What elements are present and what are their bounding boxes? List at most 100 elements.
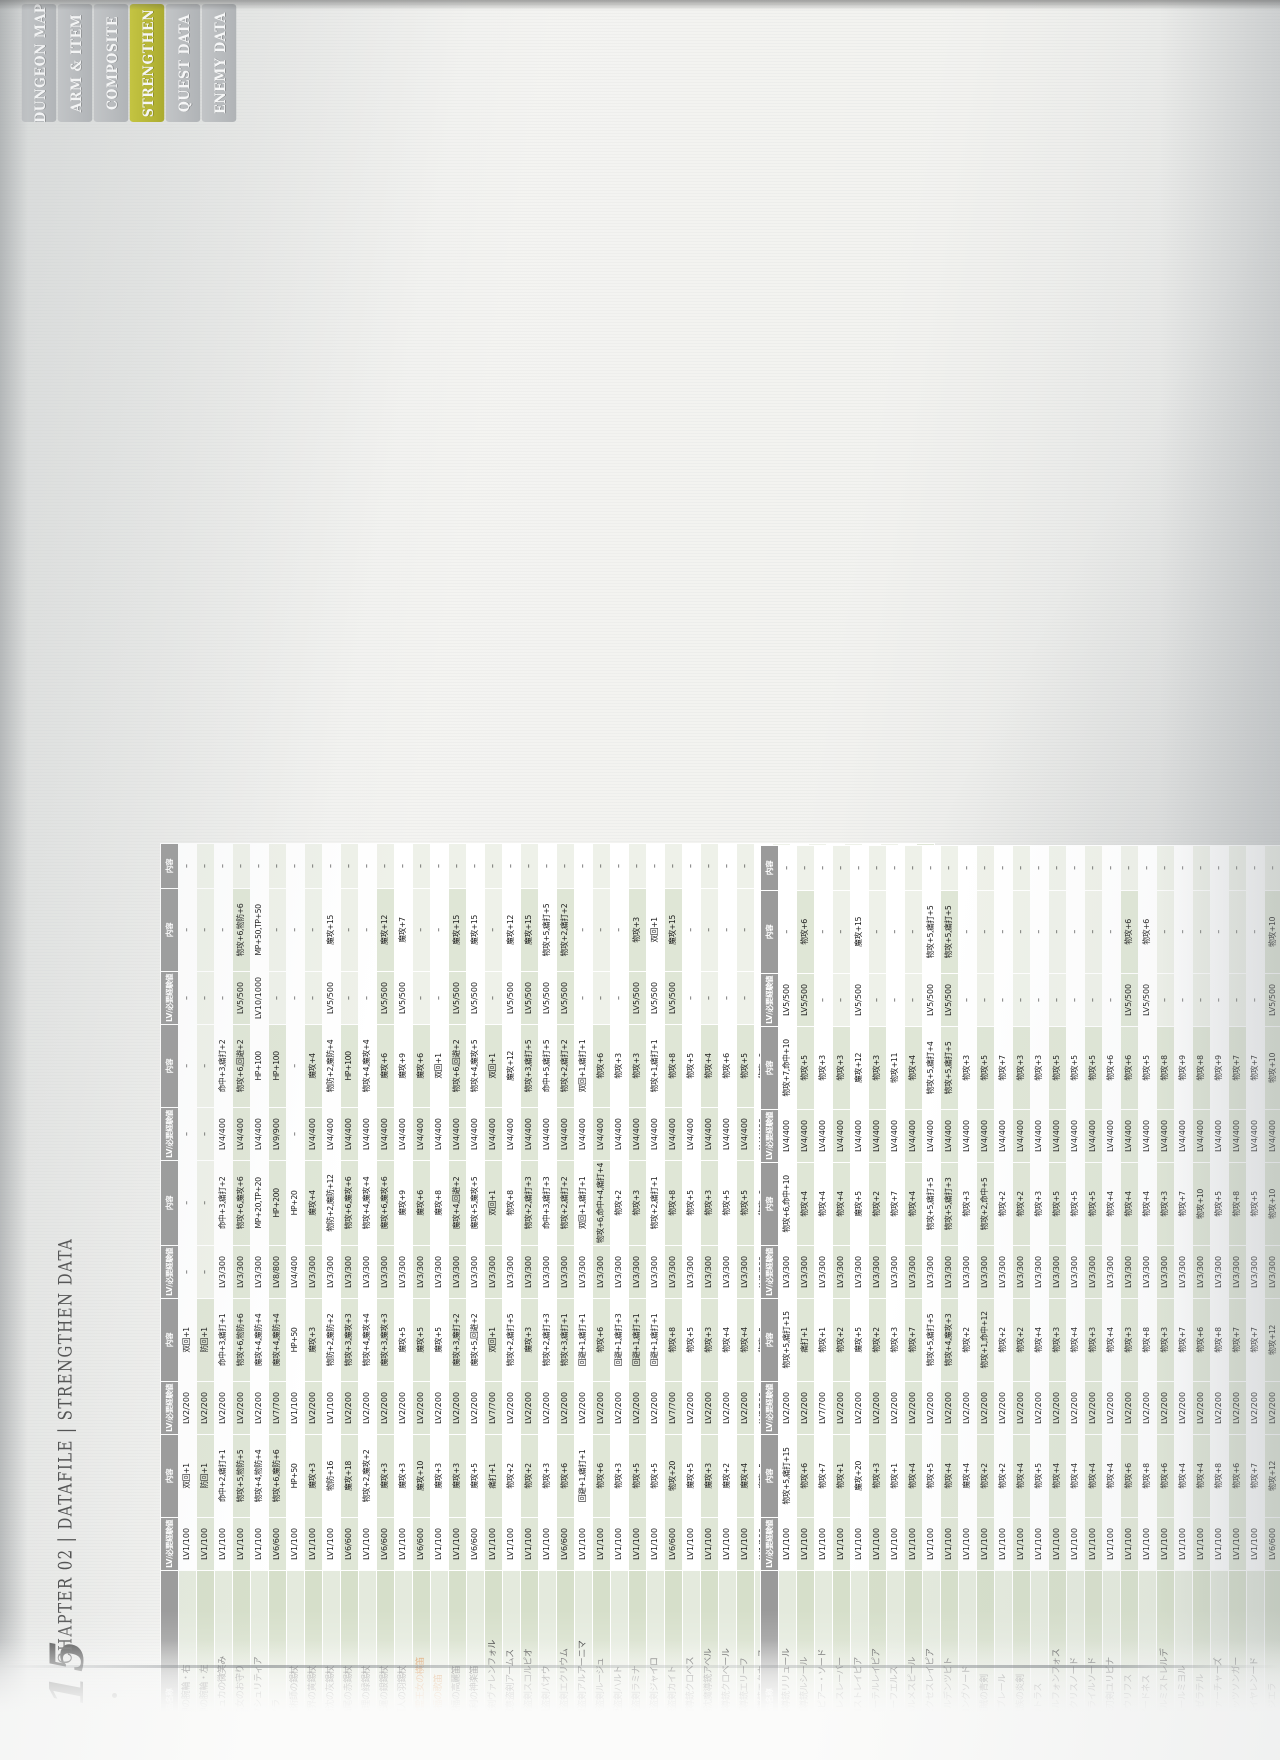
effect-cell: 魔攻+5: [394, 1298, 413, 1382]
effect-cell: 物攻+3: [814, 1026, 833, 1110]
level-exp-cell: LV3/300: [1192, 1245, 1211, 1299]
effect-cell: 物攻+4,魔攻+5: [466, 1024, 485, 1108]
effect-cell: 双回+1: [178, 1434, 197, 1518]
level-exp-cell: LV1/100: [214, 1517, 233, 1571]
effect-cell: 魔攻+12: [502, 1024, 521, 1108]
tab-arm-and-item[interactable]: ARM & ITEM: [57, 4, 93, 122]
level-exp-cell: –: [520, 843, 539, 889]
effect-cell: 回避+1,痛打+1: [646, 1298, 665, 1382]
effect-cell: 魔攻+3: [394, 1434, 413, 1518]
level-exp-cell: –: [1246, 973, 1265, 1027]
effect-cell: –: [358, 888, 377, 972]
effect-cell: 物攻+6: [592, 1024, 611, 1108]
level-exp-cell: LV2/200: [196, 1381, 215, 1435]
effect-cell: 物攻+2,命中+5: [976, 1162, 995, 1246]
effect-cell: 物攻+7: [1174, 1162, 1193, 1246]
level-exp-cell: LV1/100: [610, 1517, 629, 1571]
effect-cell: 物攻+2,魔攻+2: [358, 1434, 377, 1518]
level-exp-cell: LV4/400: [940, 1109, 959, 1163]
effect-cell: 魔攻+5: [412, 1298, 431, 1382]
level-exp-cell: LV1/100: [682, 1517, 701, 1571]
level-exp-cell: LV2/200: [340, 1381, 359, 1435]
effect-cell: 物攻+1,痛打+1: [646, 1024, 665, 1108]
table-row: ★エクセスレイピアLV1/100物攻+5LV2/200物攻+5,痛打+5LV3/…: [922, 845, 941, 1730]
effect-cell: 魔攻+3: [448, 1434, 467, 1518]
level-exp-cell: LV2/200: [886, 1381, 905, 1435]
table-row: ★時盗剣エクリウムLV6/600物攻+6LV2/200物攻+3,痛打+1LV3/…: [556, 843, 575, 1730]
level-exp-cell: LV1/100: [1228, 1517, 1247, 1571]
level-exp-cell: LV4/400: [1120, 1109, 1139, 1163]
level-exp-cell: –: [538, 843, 557, 889]
level-exp-cell: –: [448, 843, 467, 889]
level-exp-cell: –: [1066, 845, 1085, 891]
effect-cell: 魔攻+2: [718, 1434, 737, 1518]
tab-strengthen[interactable]: STRENGTHEN: [129, 4, 165, 122]
level-exp-cell: –: [1156, 973, 1175, 1027]
level-exp-cell: LV9/900: [268, 1107, 287, 1161]
effect-cell: 物攻+7: [1246, 1434, 1265, 1518]
effect-cell: 物攻+7: [1228, 1026, 1247, 1110]
level-exp-cell: LV5/500: [556, 971, 575, 1025]
level-exp-cell: LV1/100: [778, 1517, 797, 1571]
level-exp-cell: LV4/400: [1156, 1109, 1175, 1163]
effect-cell: 物攻+4: [1174, 1434, 1193, 1518]
level-exp-cell: LV1/100: [904, 1517, 923, 1571]
level-exp-cell: LV1/100: [796, 1517, 815, 1571]
table-row: ★ヴァーチャーズLV1/100物攻+8LV2/200物攻+8LV3/300物攻+…: [1210, 845, 1229, 1730]
effect-cell: 魔攻+3: [376, 1434, 395, 1518]
effect-cell: 魔攻+4,魔防+4: [250, 1298, 269, 1382]
level-exp-cell: LV4/400: [232, 1107, 251, 1161]
level-exp-cell: LV4/400: [1066, 1109, 1085, 1163]
level-exp-cell: LV2/200: [574, 1381, 593, 1435]
level-exp-cell: LV4/400: [1264, 1109, 1280, 1163]
level-exp-cell: LV2/200: [718, 1381, 737, 1435]
tab-enemy-data[interactable]: ENEMY DATA: [201, 4, 237, 122]
effect-cell: 双回+1,痛打+1: [574, 1160, 593, 1246]
effect-cell: –: [196, 888, 215, 972]
table-row: ★精霊王女の横笛LV6/600魔攻+10LV2/200魔攻+5LV3/300魔攻…: [412, 843, 431, 1730]
level-exp-cell: LV4/400: [700, 1107, 719, 1161]
table-row: ★風盗剣パオウLV1/100物攻+3LV2/200物攻+2,痛打+3LV3/30…: [538, 843, 557, 1730]
effect-cell: 物攻+6,魔攻+6: [340, 1160, 359, 1246]
effect-cell: 魔攻+12: [502, 888, 521, 972]
level-exp-cell: –: [1102, 973, 1121, 1027]
level-exp-cell: LV4/400: [736, 1107, 755, 1161]
tab-dungeon-map[interactable]: DUNGEON MAP: [21, 3, 57, 123]
col-header-ct: 内容: [760, 1298, 779, 1382]
effect-cell: –: [286, 888, 305, 972]
level-exp-cell: LV2/200: [556, 1381, 575, 1435]
effect-cell: –: [592, 888, 611, 972]
level-exp-cell: LV6/600: [556, 1517, 575, 1571]
effect-cell: 双回+1: [430, 1024, 449, 1108]
tab-composite[interactable]: COMPOSITE: [93, 4, 129, 122]
level-exp-cell: LV1/100: [484, 1517, 503, 1571]
effect-cell: 魔攻+9: [394, 1024, 413, 1108]
level-exp-cell: –: [1102, 845, 1121, 891]
level-exp-cell: LV3/300: [796, 1245, 815, 1299]
tab-quest-data[interactable]: QUEST DATA: [165, 4, 201, 122]
level-exp-cell: –: [214, 843, 233, 889]
table-row: ★ロストレイピアLV1/100魔攻+20LV2/200魔攻+5LV3/300魔攻…: [850, 845, 869, 1730]
table-row: ★赤盗剣ルージュLV1/100物攻+6LV2/200物攻+6LV3/300物攻+…: [592, 843, 611, 1730]
level-exp-cell: LV4/400: [286, 1245, 305, 1299]
table-row: ★鷹人の羽錫杖LV1/100魔攻+3LV2/200魔攻+5LV3/300魔攻+9…: [394, 843, 413, 1730]
effect-cell: 魔攻+4,回避+2: [448, 1160, 467, 1246]
level-exp-cell: LV3/300: [1066, 1245, 1085, 1299]
level-exp-cell: LV4/400: [1048, 1109, 1067, 1163]
effect-cell: 物攻+6: [1102, 1026, 1121, 1110]
effect-cell: 物攻+8: [1210, 1434, 1229, 1518]
table-row: ★硬盗剣ハルトLV1/100物攻+3LV2/200回避+1,痛打+3LV3/30…: [610, 843, 629, 1730]
effect-cell: 物攻+3: [1156, 1162, 1175, 1246]
effect-cell: 物攻+8: [1228, 1162, 1247, 1246]
table-row: ★戦意盗剣アームスLV1/100物攻+2LV2/200物攻+2,痛打+5LV3/…: [502, 843, 521, 1730]
effect-cell: 双回+1: [484, 1298, 503, 1382]
level-exp-cell: –: [1138, 845, 1157, 891]
level-exp-cell: LV6/600: [340, 1517, 359, 1571]
effect-cell: –: [610, 888, 629, 972]
effect-cell: 物攻+10: [1264, 890, 1280, 974]
effect-cell: 物攻+6,物防+6: [232, 888, 251, 972]
level-exp-cell: LV3/300: [1156, 1245, 1175, 1299]
level-exp-cell: LV4/400: [796, 1109, 815, 1163]
effect-cell: 物攻+2: [976, 1434, 995, 1518]
effect-cell: 物攻+4: [1102, 1162, 1121, 1246]
